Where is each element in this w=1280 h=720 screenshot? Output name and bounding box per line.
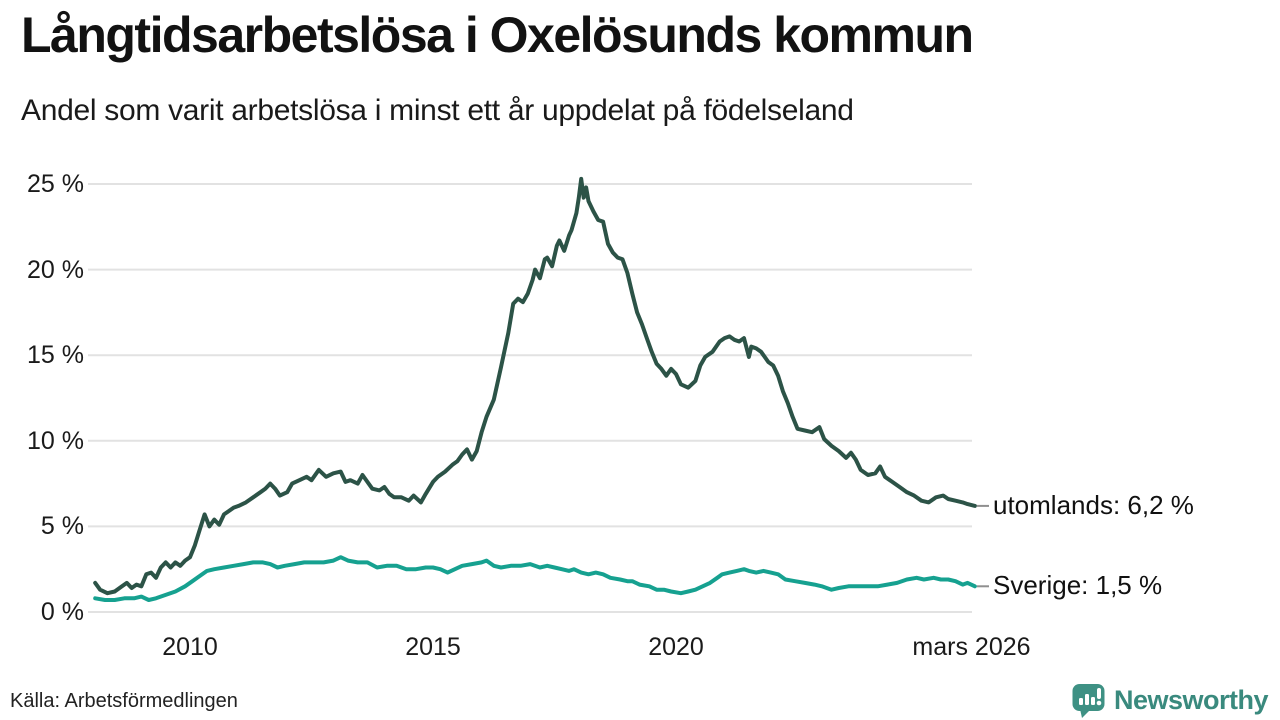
brand-name: Newsworthy bbox=[1113, 685, 1269, 715]
y-tick-label: 0 % bbox=[40, 598, 84, 626]
y-tick-label: 10 % bbox=[27, 426, 84, 455]
x-tick-label: 2015 bbox=[405, 633, 461, 661]
page-title: Långtidsarbetslösa i Oxelösunds kommun bbox=[21, 7, 974, 63]
x-tick-label: 2020 bbox=[648, 633, 704, 661]
x-tick-label: 2010 bbox=[162, 633, 218, 661]
y-tick-label: 15 % bbox=[27, 341, 84, 370]
series-label-sverige: Sverige: 1,5 % bbox=[993, 570, 1163, 601]
y-tick-label: 20 % bbox=[27, 255, 84, 284]
x-tick-label: mars 2026 bbox=[912, 633, 1031, 661]
series-line-Sverige bbox=[93, 555, 977, 602]
series-line-utomlands bbox=[93, 176, 977, 596]
source-note: Källa: Arbetsförmedlingen bbox=[10, 690, 238, 712]
y-tick-label: 5 % bbox=[40, 512, 84, 541]
newsworthy-logo-icon bbox=[1072, 684, 1105, 718]
y-tick-label: 25 % bbox=[27, 170, 84, 198]
series-label-utomlands: utomlands: 6,2 % bbox=[993, 489, 1194, 520]
chart-subtitle: Andel som varit arbetslösa i minst ett å… bbox=[21, 94, 854, 127]
brand-logo: Newsworthy bbox=[1071, 683, 1269, 718]
